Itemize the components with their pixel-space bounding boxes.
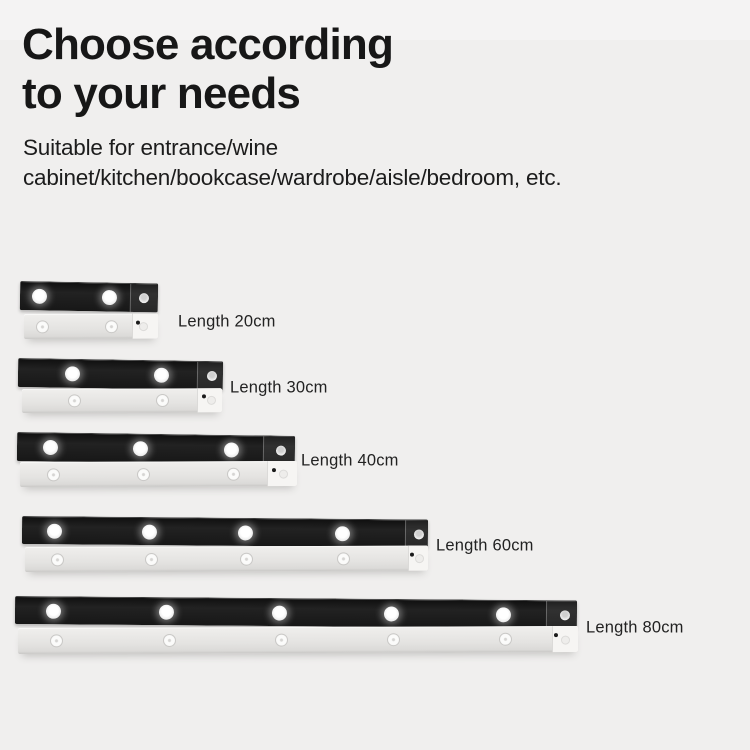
led-light — [64, 366, 80, 382]
length-label: Length 20cm — [178, 312, 276, 331]
led-light — [237, 524, 253, 541]
led-bar-black — [16, 432, 296, 465]
led-light — [226, 467, 240, 481]
length-label: Length 60cm — [436, 536, 534, 555]
motion-sensor — [559, 609, 570, 620]
led-light — [336, 551, 350, 565]
led-bar-black — [14, 596, 578, 629]
sensor-lens — [139, 322, 149, 332]
led-bar-white — [19, 461, 298, 487]
led-light — [162, 633, 176, 647]
sensor-lens — [278, 469, 288, 479]
led-light — [46, 467, 60, 481]
led-light — [240, 552, 254, 566]
divider-line — [545, 601, 548, 629]
led-light — [68, 394, 82, 408]
page-title-line-2: to your needs — [22, 69, 301, 118]
sensor-lens — [561, 635, 571, 645]
page-subtitle-line-1: Suitable for entrance/wine — [23, 135, 278, 160]
led-light — [133, 441, 149, 457]
led-light — [159, 604, 175, 620]
page-subtitle: Suitable for entrance/wine cabinet/kitch… — [23, 133, 562, 193]
led-light — [498, 632, 512, 646]
sensor-lens — [414, 554, 424, 564]
led-light — [31, 288, 47, 304]
led-light — [274, 633, 288, 647]
sensor-lens — [206, 396, 216, 406]
motion-sensor — [206, 370, 217, 382]
led-light — [153, 367, 170, 383]
led-light — [104, 319, 118, 333]
led-light — [50, 552, 64, 566]
led-bar-black — [17, 358, 224, 391]
led-light — [496, 606, 512, 622]
led-bar-black — [21, 516, 429, 548]
led-light — [335, 525, 351, 541]
length-label: Length 30cm — [230, 378, 328, 397]
motion-sensor — [413, 528, 425, 540]
led-light — [155, 393, 169, 408]
led-light — [223, 442, 239, 458]
length-label: Length 80cm — [586, 618, 684, 637]
led-light — [145, 552, 159, 566]
led-light — [386, 633, 400, 647]
led-light — [45, 603, 61, 619]
led-light — [42, 439, 58, 456]
led-light — [102, 289, 118, 306]
led-light — [271, 605, 287, 621]
led-light — [142, 524, 158, 540]
motion-sensor — [138, 293, 149, 304]
page-subtitle-line-2: cabinet/kitchen/bookcase/wardrobe/aisle/… — [23, 165, 562, 190]
led-bar-white — [17, 626, 579, 654]
led-light — [46, 523, 63, 539]
page-title: Choose according to your needs — [22, 20, 394, 118]
led-light — [136, 467, 150, 481]
led-light — [383, 605, 400, 622]
motion-sensor — [275, 445, 287, 456]
top-band — [0, 0, 750, 40]
led-bar-white — [23, 313, 159, 339]
led-bar-black — [19, 281, 159, 313]
indicator-dot — [410, 552, 415, 557]
led-light — [36, 319, 50, 333]
led-bar-white — [24, 545, 429, 572]
indicator-dot — [272, 467, 277, 472]
length-label: Length 40cm — [301, 451, 399, 470]
indicator-dot — [201, 394, 206, 399]
led-light — [49, 634, 63, 648]
page-title-line-1: Choose according — [22, 20, 394, 69]
led-bar-white — [21, 388, 223, 413]
